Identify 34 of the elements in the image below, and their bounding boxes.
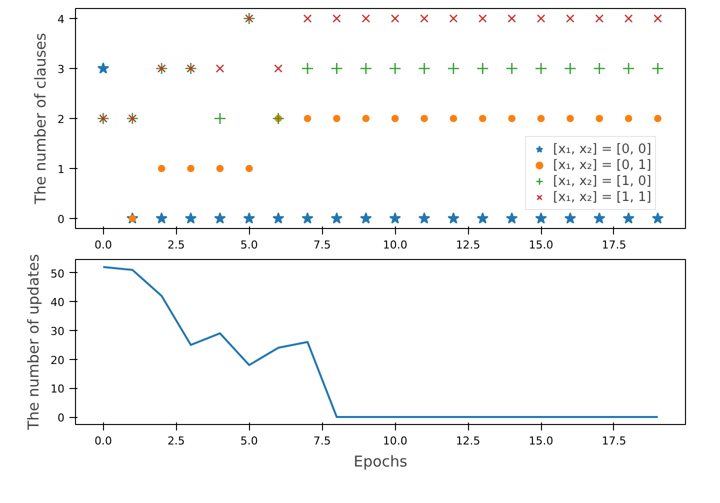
x-tick-label: 7.5: [313, 238, 331, 252]
y-tick-label: 1: [58, 163, 64, 176]
x-tick-label: 17.5: [602, 238, 626, 252]
y-tick-label: 30: [50, 324, 65, 338]
legend-label: [x₁, x₂] = [0, 1]: [553, 157, 652, 173]
y-tick-label: 0: [58, 213, 64, 226]
x-tick-label: 7.5: [313, 434, 331, 448]
y-axis-title: The number of updates: [24, 254, 43, 431]
x-tick-label: 0.0: [94, 434, 112, 448]
y-tick-label: 0: [58, 412, 64, 424]
y-axis-title: The number of clauses: [32, 32, 50, 206]
x-tick-label: 0.0: [94, 238, 112, 252]
x-tick-label: 15.0: [528, 238, 554, 252]
x-tick-label: 17.5: [602, 434, 626, 448]
x-tick-label: 2.5: [167, 434, 185, 448]
x-tick-label: 5.0: [240, 238, 258, 252]
x-tick-label: 15.0: [528, 434, 554, 448]
y-tick-label: 50: [50, 267, 65, 280]
y-tick-label: 40: [50, 296, 65, 310]
legend-label: [x₁, x₂] = [1, 1]: [553, 189, 652, 205]
x-tick-label: 12.5: [456, 238, 480, 252]
y-tick-label: 4: [58, 13, 64, 26]
x-axis-title: Epochs: [354, 452, 408, 470]
x-tick-label: 10.0: [382, 434, 408, 448]
x-tick-label: 12.5: [456, 434, 480, 448]
x-tick-label: 10.0: [382, 238, 408, 252]
y-tick-label: 20: [50, 354, 65, 367]
y-tick-label: 10: [50, 382, 65, 396]
y-tick-label: 2: [58, 113, 64, 126]
legend-label: [x₁, x₂] = [0, 0]: [553, 141, 652, 157]
y-tick-label: 3: [58, 63, 64, 76]
legend-label: [x₁, x₂] = [1, 0]: [553, 173, 652, 189]
x-tick-label: 5.0: [240, 434, 258, 448]
x-tick-label: 2.5: [167, 238, 185, 252]
